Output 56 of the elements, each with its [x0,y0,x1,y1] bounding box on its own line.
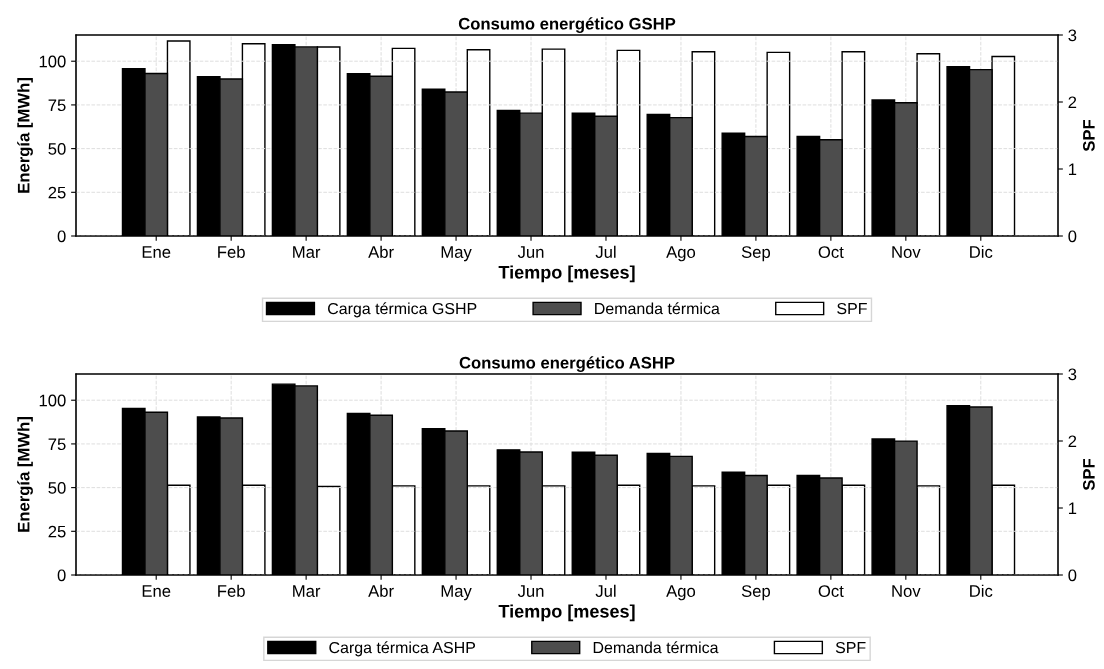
x-tick-label: Dic [970,245,993,258]
legend-label: SPF [837,302,867,315]
x-tick-label: May [441,585,472,601]
x-tick-label: Ene [142,246,171,258]
y-tick-label: 75 [48,438,66,451]
y-tick-label: 25 [48,186,66,199]
y-axis-title: Energía [MWh] [17,417,33,532]
x-tick-label: Mar [293,585,321,597]
y2-tick-label: 3 [1068,29,1077,42]
y-tick-label: 100 [39,394,66,407]
x-axis-title: Tiempo [meses] [498,265,635,283]
x-tick-label: Sep [741,585,771,601]
x-tick-label: Nov [892,246,921,258]
y2-tick-label: 1 [1068,502,1077,515]
x-tick-label: May [441,246,472,262]
x-tick-label: Dic [970,584,993,597]
chart-title: Consumo energético ASHP [459,356,675,372]
x-axis-title: Tiempo [meses] [498,604,635,622]
legend-label: Carga térmica ASHP [329,641,476,657]
y-tick-label: 75 [48,99,66,112]
x-tick-label: Ene [142,585,171,597]
x-tick-label: Ago [666,246,696,262]
chart-title: Consumo energético GSHP [458,17,676,33]
x-tick-label: Jul [595,245,616,258]
y-axis-title: Energía [MWh] [17,78,33,193]
y2-tick-label: 2 [1068,435,1077,448]
y2-tick-label: 3 [1068,368,1077,381]
legend-label: Demanda térmica [593,641,719,654]
y2-axis-title: SPF [1082,458,1095,491]
y-tick-label: 0 [57,230,66,243]
x-tick-label: Jun [517,585,544,597]
x-tick-label: Sep [741,246,771,262]
x-tick-label: Ago [666,585,696,601]
y-tick-label: 100 [39,55,66,68]
y-tick-label: 0 [57,569,66,582]
legend-label: Demanda térmica [595,302,720,315]
y-tick-label: 25 [48,525,66,538]
x-tick-label: Jul [595,584,616,597]
x-tick-label: Abr [368,245,394,258]
y-tick-label: 50 [48,482,66,494]
x-tick-label: Jun [517,246,544,258]
y2-tick-label: 0 [1068,569,1077,582]
x-tick-label: Abr [368,584,394,597]
x-tick-label: Oct [818,585,844,597]
x-tick-label: Mar [293,246,321,258]
x-tick-label: Feb [218,245,245,258]
x-tick-label: Oct [818,246,844,258]
y-tick-label: 50 [48,143,66,155]
legend-label: Carga térmica GSHP [328,302,477,318]
y2-tick-label: 2 [1068,96,1077,109]
x-tick-label: Feb [218,584,245,597]
y2-tick-label: 1 [1068,163,1077,176]
y2-axis-title: SPF [1082,119,1095,152]
y2-tick-label: 0 [1068,230,1077,243]
x-tick-label: Nov [892,585,921,597]
legend-label: SPF [835,641,866,654]
